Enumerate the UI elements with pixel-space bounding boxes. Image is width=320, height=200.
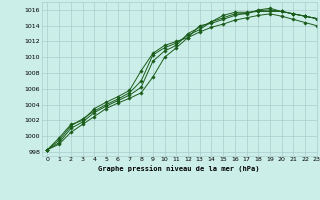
X-axis label: Graphe pression niveau de la mer (hPa): Graphe pression niveau de la mer (hPa)	[99, 165, 260, 172]
